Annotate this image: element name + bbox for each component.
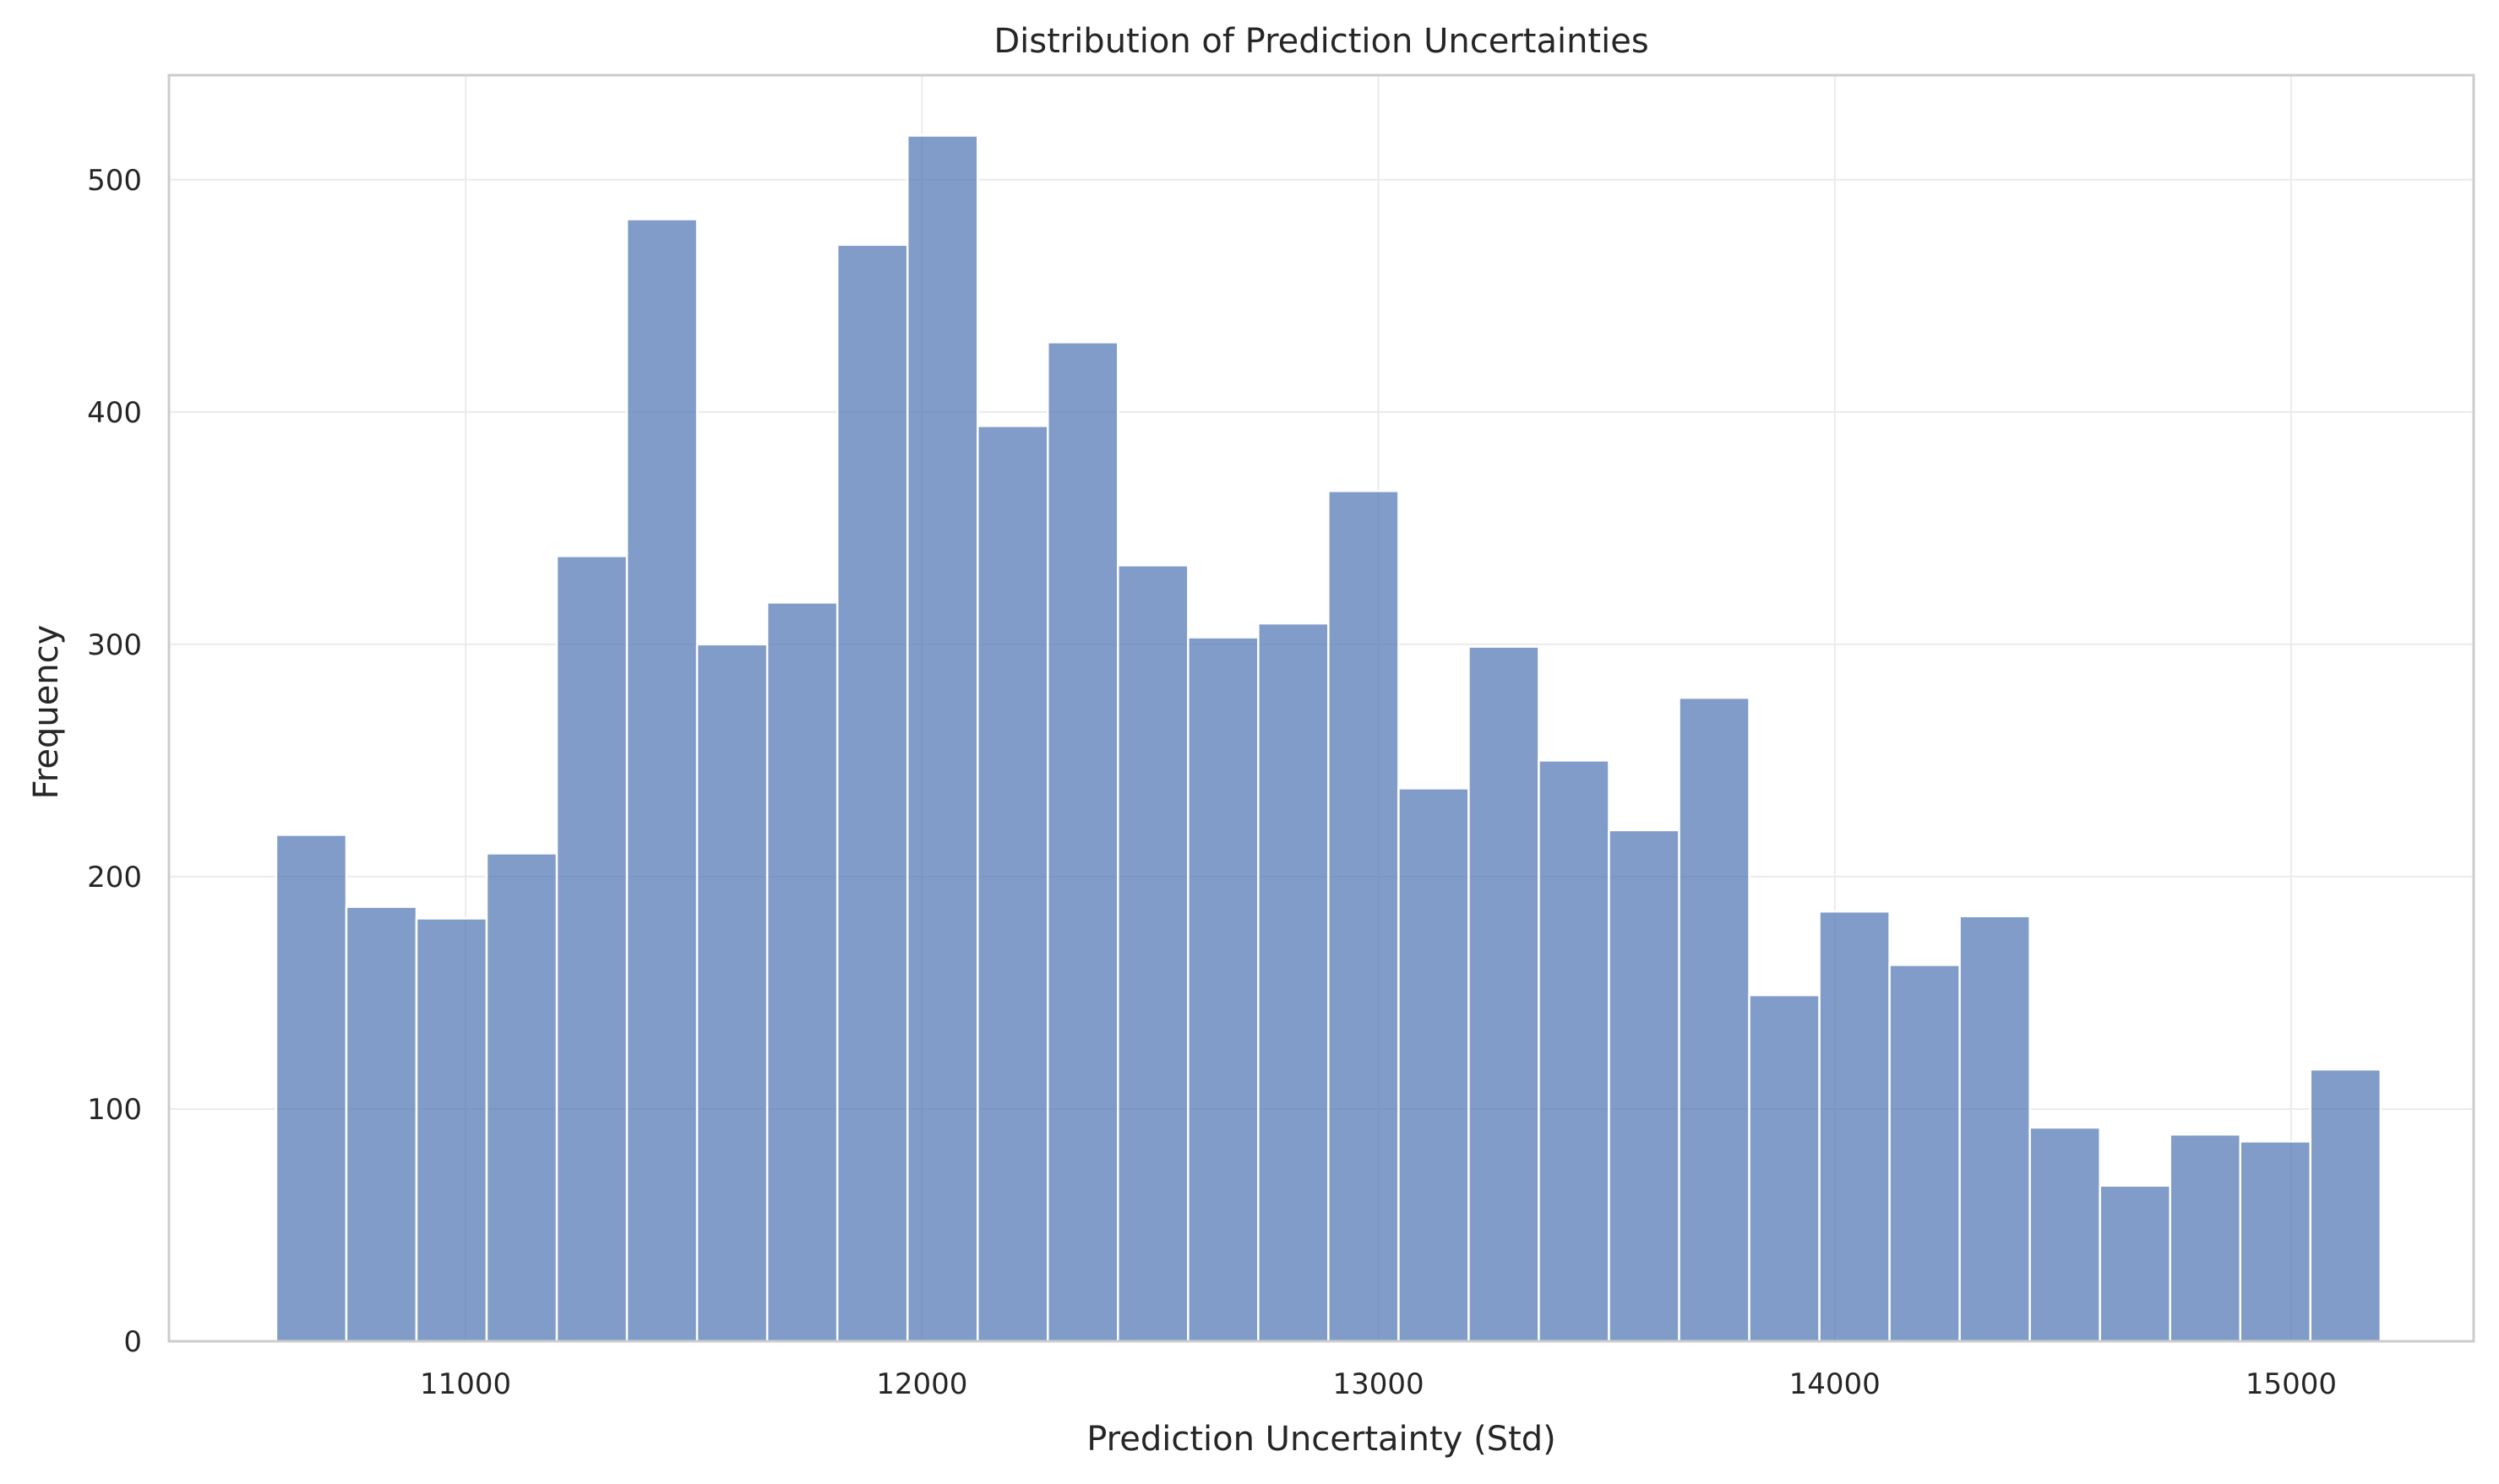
chart-title: Distribution of Prediction Uncertainties	[994, 22, 1648, 61]
x-axis-label: Prediction Uncertainty (Std)	[1086, 1420, 1556, 1459]
histogram-bars	[275, 134, 2382, 1343]
x-tick-label: 11000	[420, 1367, 511, 1401]
histogram-bar	[1818, 910, 1891, 1343]
y-tick-label: 400	[87, 396, 142, 430]
histogram-bar	[555, 555, 629, 1343]
histogram-bar	[1467, 645, 1540, 1343]
histogram-bar	[1047, 341, 1119, 1343]
x-tick-label: 14000	[1789, 1367, 1881, 1401]
histogram-bar	[2309, 1068, 2382, 1343]
y-tick-label: 200	[87, 861, 142, 894]
x-axis-ticks: 11000 12000 13000 14000 15000	[420, 1367, 2337, 1401]
y-tick-label: 500	[87, 164, 142, 198]
histogram-bar	[1327, 490, 1400, 1343]
histogram-bar	[415, 917, 488, 1343]
histogram-bar	[625, 218, 699, 1343]
histogram-bar	[2099, 1184, 2171, 1343]
x-tick-label: 12000	[876, 1367, 967, 1401]
histogram-bar	[1678, 696, 1750, 1343]
y-tick-label: 100	[87, 1093, 142, 1127]
histogram-bar	[836, 243, 909, 1343]
histogram-bar	[275, 834, 348, 1343]
histogram-bar	[345, 905, 418, 1343]
y-tick-label: 300	[87, 628, 142, 662]
x-tick-label: 15000	[2246, 1367, 2337, 1401]
histogram-bar	[976, 425, 1049, 1343]
histogram-bar	[1748, 993, 1821, 1343]
histogram-bar	[1958, 915, 2031, 1343]
histogram-bar	[2028, 1126, 2101, 1343]
histogram-bar	[1187, 636, 1260, 1343]
histogram-bar	[485, 852, 558, 1343]
x-tick-label: 13000	[1332, 1367, 1424, 1401]
histogram-bar	[2239, 1140, 2312, 1343]
histogram-bar	[1608, 829, 1680, 1343]
histogram-bar	[1397, 787, 1470, 1343]
y-axis-label: Frequency	[27, 625, 66, 800]
histogram-bar	[2169, 1133, 2241, 1343]
histogram-bar	[695, 643, 769, 1343]
histogram-bar	[1888, 964, 1961, 1343]
histogram-bar	[1257, 622, 1330, 1343]
histogram-bar	[765, 601, 839, 1343]
histogram-bar	[1538, 759, 1610, 1343]
y-axis-ticks: 0 100 200 300 400 500	[87, 164, 142, 1359]
y-tick-label: 0	[123, 1325, 142, 1359]
histogram-bar	[1117, 564, 1190, 1343]
plot-frame	[167, 73, 2475, 1343]
histogram-bar	[906, 134, 979, 1343]
